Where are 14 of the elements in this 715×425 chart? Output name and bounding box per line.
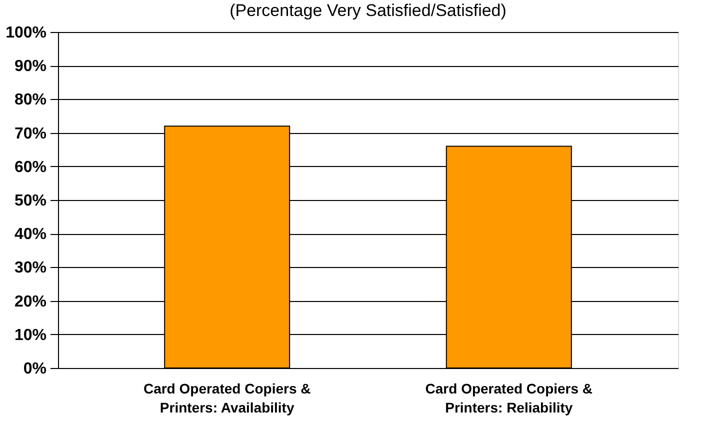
y-tick-label: 50% <box>14 192 46 210</box>
y-tick-label: 20% <box>14 293 46 310</box>
y-tick-label: 0% <box>23 360 46 378</box>
y-tick-label: 80% <box>14 92 46 109</box>
y-tick-label: 30% <box>14 260 46 277</box>
y-tick-label: 10% <box>14 326 46 344</box>
y-tick-label: 60% <box>14 158 46 176</box>
x-tick-label: Card Operated Copiers & Printers: Reliability <box>425 380 593 416</box>
y-tick-label: 100% <box>6 24 46 42</box>
x-tick-label: Card Operated Copiers & Printers: Availability <box>143 380 311 416</box>
y-tick-label: 70% <box>14 125 46 142</box>
y-tick-label: 40% <box>14 226 46 244</box>
y-tick-label: 90% <box>14 58 46 76</box>
chart-subtitle: (Percentage Very Satisfied/Satisfied) <box>230 1 506 20</box>
